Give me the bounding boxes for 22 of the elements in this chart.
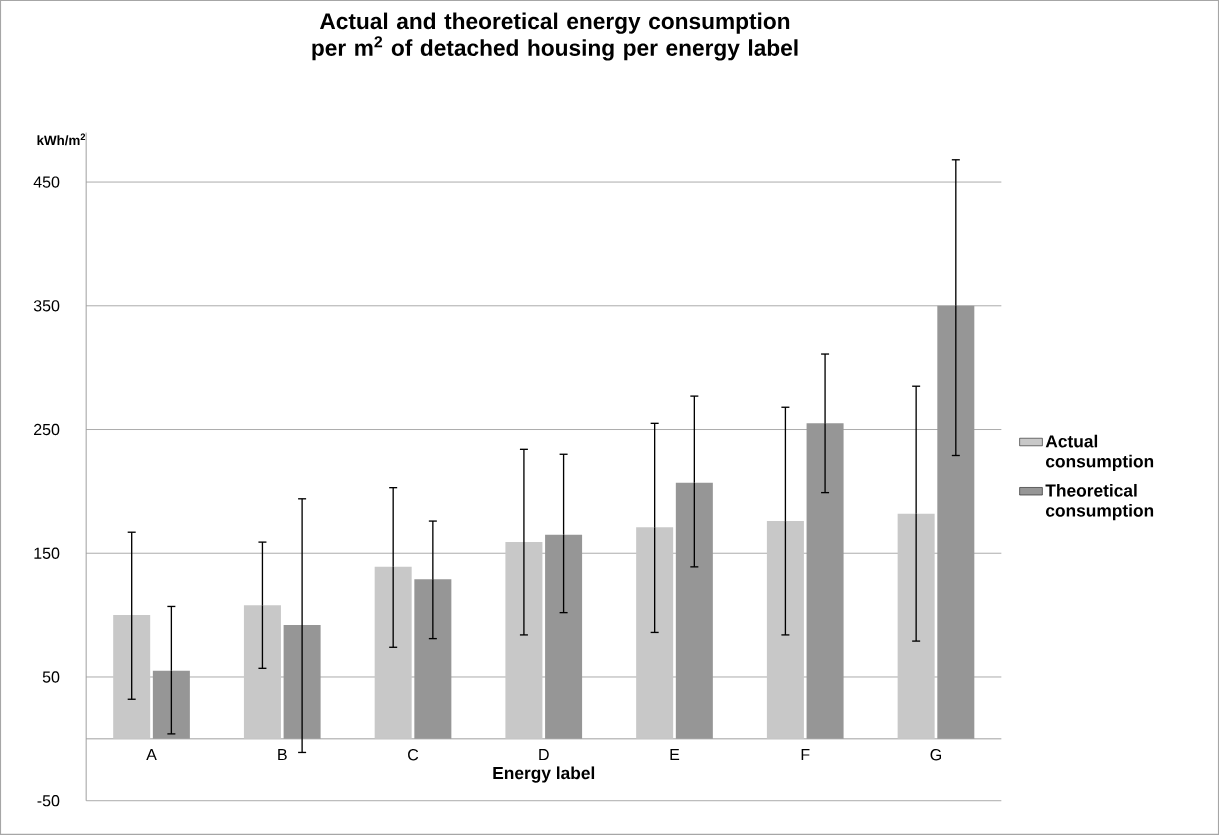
x-tick-label: D — [539, 749, 549, 761]
x-tick-label: G — [930, 749, 942, 761]
y-tick-label: 250 — [34, 423, 60, 436]
legend-label: Actual consumption — [1045, 434, 1154, 471]
y-tick-label: 350 — [33, 300, 60, 312]
bar — [636, 527, 674, 739]
bar — [243, 605, 281, 739]
x-axis-title: Energy label — [493, 766, 595, 783]
bar — [374, 566, 412, 739]
legend-label: Theoretical consumption — [1045, 484, 1154, 521]
y-tick-label: 450 — [33, 176, 60, 188]
y-tick-label: -50 — [37, 795, 60, 807]
x-tick-label: E — [670, 749, 680, 761]
x-tick-label: C — [408, 749, 419, 761]
bar — [505, 542, 543, 739]
x-tick-label: A — [146, 749, 157, 761]
y-tick-label: 50 — [42, 671, 60, 683]
y-tick-label: 150 — [34, 547, 60, 559]
y-axis-title: kWh/m$^{2}$ — [37, 133, 86, 146]
x-tick-label: F — [801, 749, 810, 761]
x-tick-label: B — [278, 749, 287, 761]
chart-title: Actual and theoretical energy consumption per m$^{2}$ of detached housing per energy label — [312, 12, 798, 61]
